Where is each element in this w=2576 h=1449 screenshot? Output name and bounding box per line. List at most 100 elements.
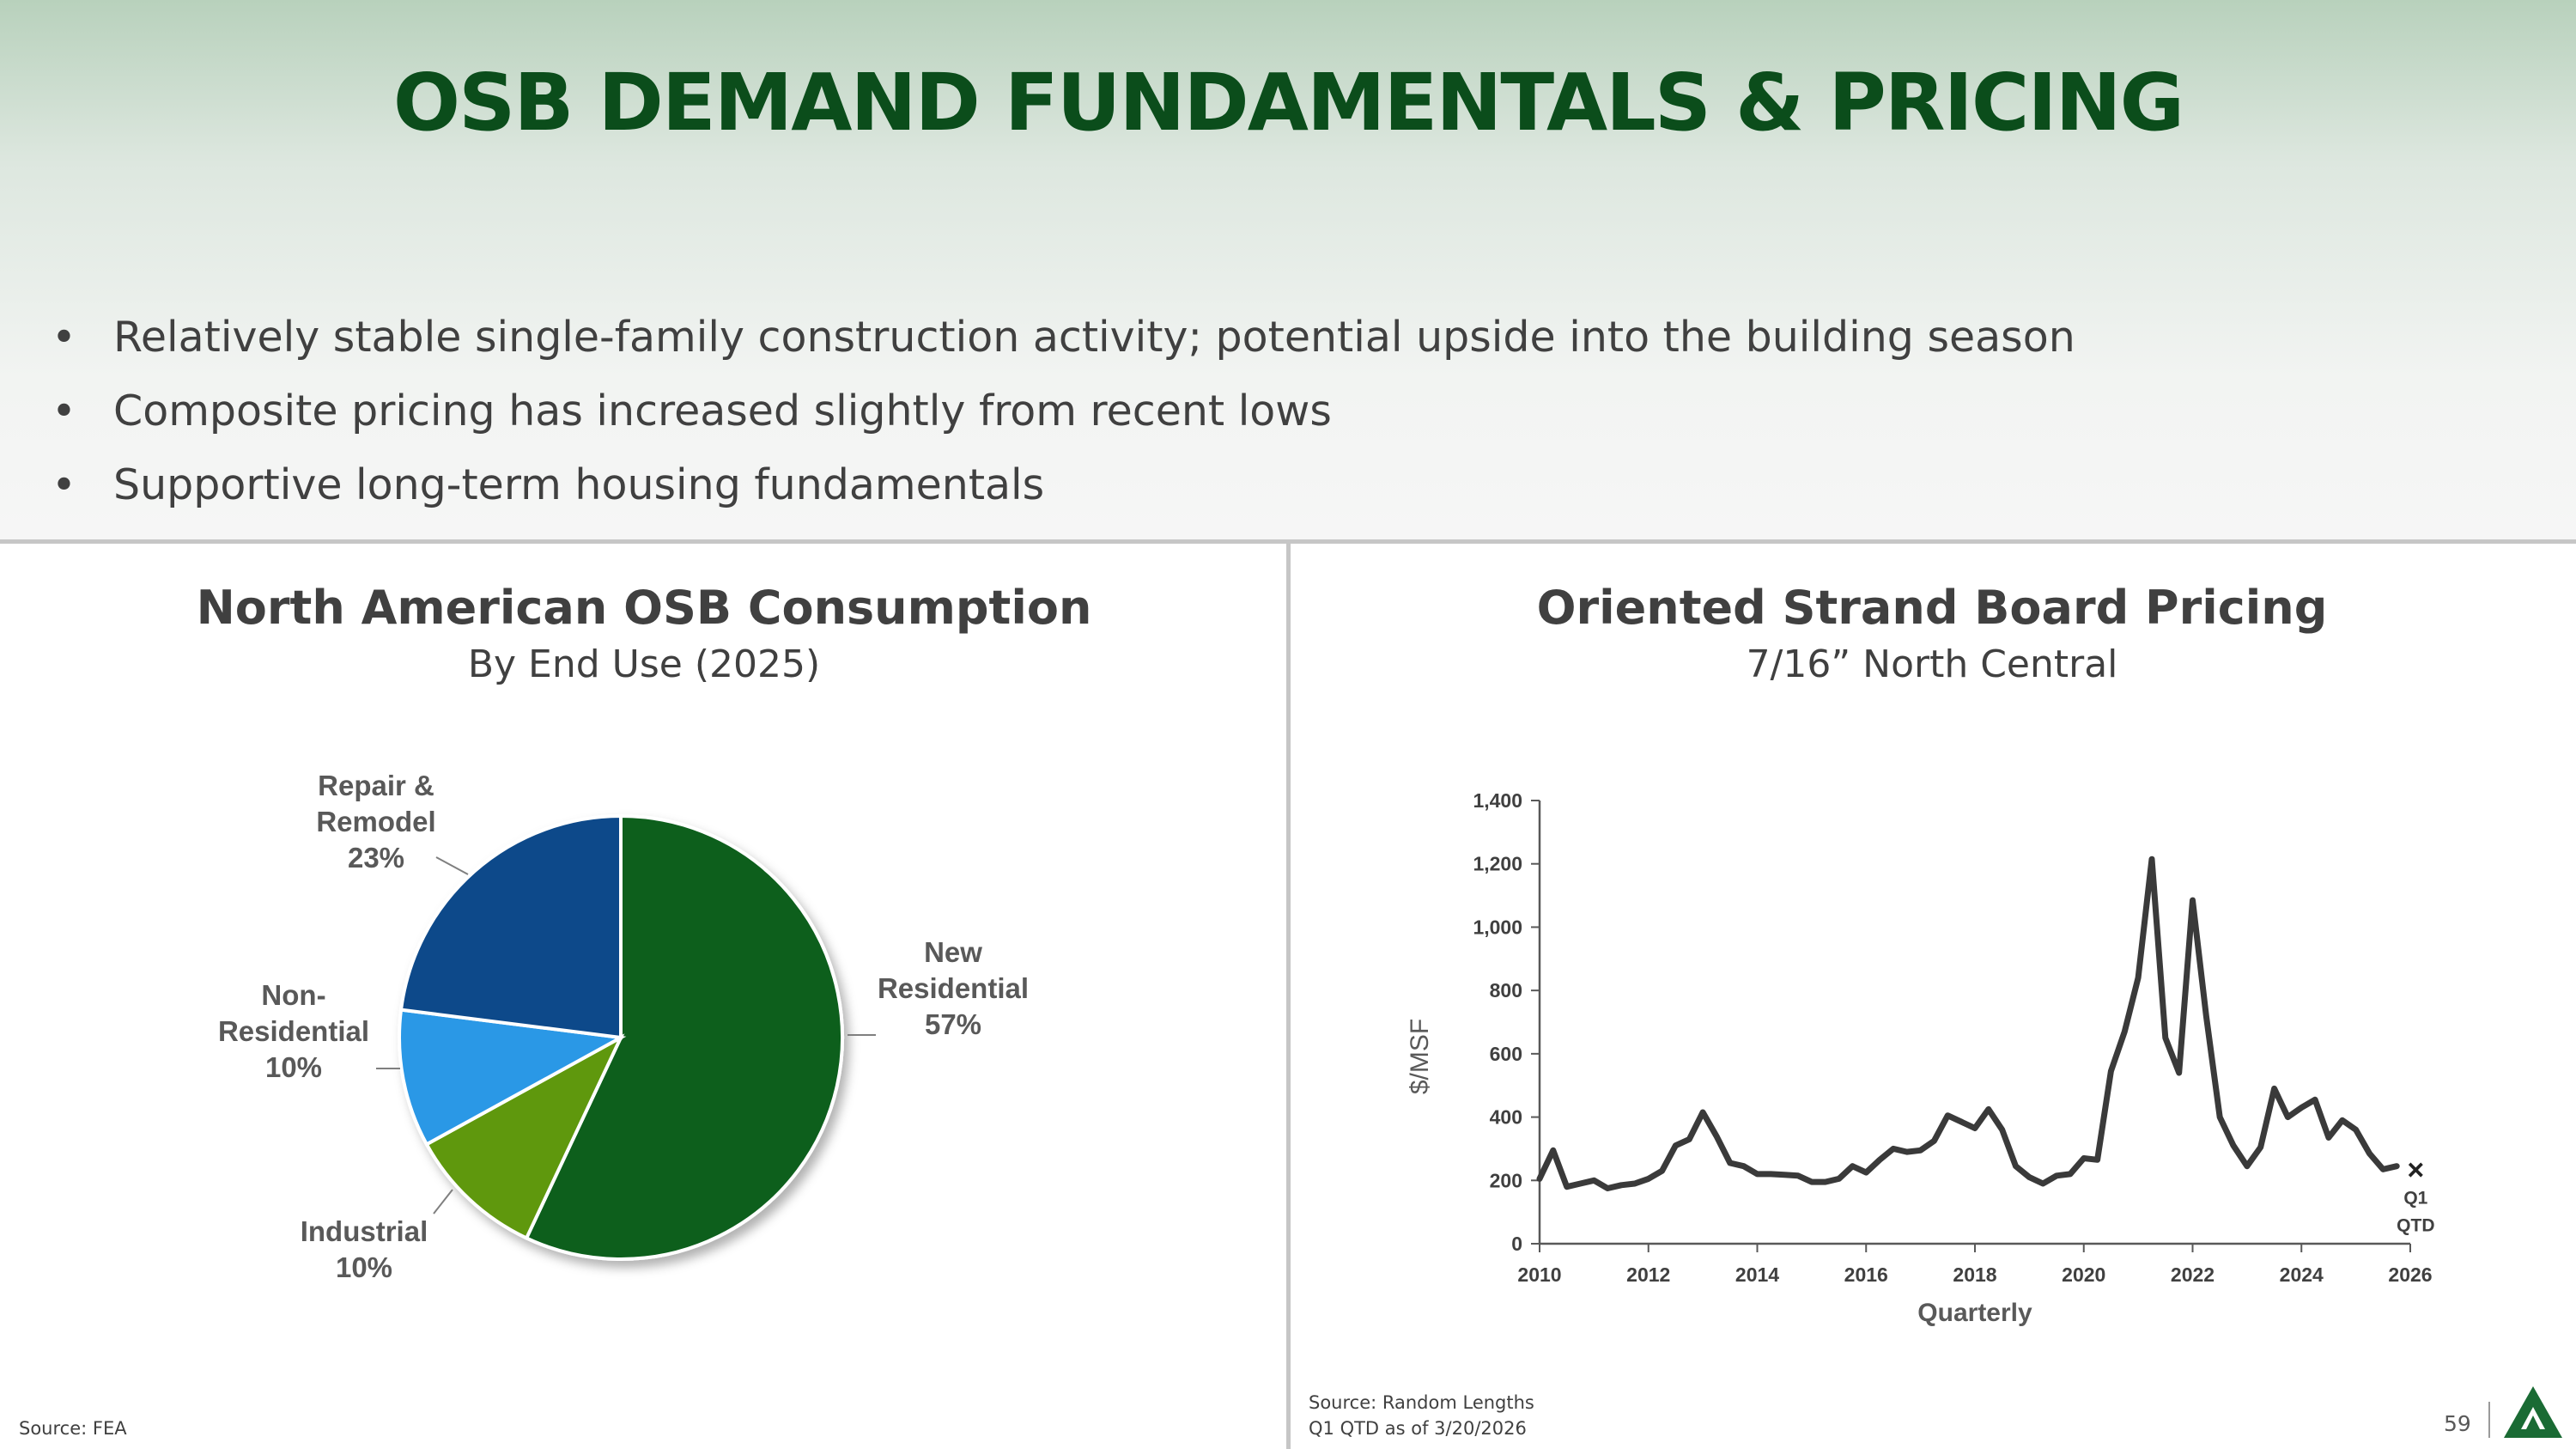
bullet-text: Relatively stable single-family construc… — [113, 313, 2075, 362]
line-chart: 0 200 400 600 800 1,000 1,200 1,400 2010 2012 2014… — [1406, 789, 2435, 1327]
y-tick-label: 200 — [1490, 1169, 1522, 1191]
x-tick-label: 2012 — [1626, 1263, 1670, 1286]
bullet-icon: • — [52, 387, 76, 435]
bullet-item: • Relatively stable single-family constru… — [52, 305, 2075, 379]
bullet-icon: • — [52, 313, 76, 362]
pie-slice-industrial — [424, 1033, 625, 1241]
data-point — [1961, 1122, 1962, 1123]
pie-leader-line — [433, 1189, 453, 1215]
data-point — [1988, 1109, 1989, 1110]
pie-value-label: 10% — [336, 1251, 392, 1283]
data-point — [2369, 1153, 2370, 1154]
data-point — [1607, 1188, 1608, 1189]
x-tick-label: 2024 — [2280, 1263, 2324, 1286]
bullet-text: Composite pricing has increased slightly… — [113, 387, 1332, 435]
line-chart-title: Oriented Strand Board Pricing — [1536, 581, 2328, 635]
data-point — [1594, 1180, 1595, 1181]
data-point — [1552, 1150, 1553, 1151]
x-tick-label: 2022 — [2171, 1263, 2215, 1286]
pie-category-label: Residential — [218, 1015, 369, 1047]
bullet-item: • Supportive long-term housing fundamenta… — [52, 453, 2075, 527]
left-source-note: Source: FEA — [19, 1418, 127, 1439]
x-tick-label: 2018 — [1953, 1263, 1996, 1286]
data-point — [1703, 1112, 1704, 1113]
header-background — [0, 0, 2576, 541]
x-tick-label: 2010 — [1517, 1263, 1561, 1286]
pie-chart-title: North American OSB Consumption — [196, 581, 1092, 635]
x-tick-label: 2014 — [1735, 1263, 1779, 1286]
data-point — [1757, 1173, 1758, 1174]
horizontal-divider — [0, 539, 2576, 544]
triangle-mountain-logo-icon — [2504, 1386, 2562, 1438]
x-tick-label: 2026 — [2388, 1263, 2432, 1286]
data-point — [2178, 1072, 2179, 1073]
y-tick-label: 800 — [1490, 979, 1522, 1002]
data-point — [2301, 1107, 2302, 1108]
data-point — [2069, 1173, 2070, 1174]
data-point — [1675, 1145, 1676, 1146]
data-point — [2355, 1129, 2356, 1130]
q1-qtd-label: Q1 — [2403, 1188, 2427, 1208]
page-number: 59 — [2444, 1411, 2471, 1436]
data-point — [2151, 859, 2152, 860]
data-point — [2383, 1169, 2384, 1170]
q1-qtd-label: QTD — [2397, 1215, 2434, 1235]
x-axis-label: Quarterly — [1917, 1299, 2032, 1327]
data-point — [2083, 1158, 2084, 1159]
pie-category-label: Repair & — [318, 770, 434, 801]
data-point — [2260, 1147, 2261, 1148]
y-tick-label: 600 — [1490, 1043, 1522, 1065]
data-point — [1906, 1152, 1907, 1153]
pie-category-label: Industrial — [301, 1215, 428, 1247]
bullet-item: • Composite pricing has increased slightl… — [52, 379, 2075, 453]
data-point — [2192, 900, 2193, 901]
data-point — [1689, 1139, 1690, 1140]
pie-chart-subtitle: By End Use (2025) — [467, 642, 821, 686]
line-chart-subtitle: 7/16” North Central — [1746, 642, 2118, 686]
vertical-divider — [1286, 544, 1291, 1449]
data-point — [1621, 1184, 1622, 1185]
page-number-separator — [2488, 1402, 2490, 1438]
data-point — [1947, 1115, 1948, 1116]
pie-category-label: Residential — [878, 972, 1029, 1004]
data-point — [1920, 1150, 1921, 1151]
bullet-icon: • — [52, 460, 76, 509]
source-line: Q1 QTD as of 3/20/2026 — [1309, 1418, 1527, 1439]
data-point — [1566, 1186, 1567, 1187]
right-source-note: Source: Random Lengths Q1 QTD as of 3/20… — [1309, 1390, 1534, 1441]
pie-slice-repair-remodel — [398, 813, 623, 1040]
data-point — [2274, 1088, 2275, 1089]
data-point — [1825, 1182, 1826, 1183]
y-tick-label: 1,000 — [1473, 916, 1522, 938]
pie-category-label: New — [924, 936, 982, 968]
pie-category-label: Remodel — [316, 806, 435, 837]
pie-value-label: 23% — [348, 842, 404, 874]
data-point — [2029, 1177, 2030, 1178]
y-tick-label: 1,200 — [1473, 853, 1522, 875]
q1-qtd-marker: × — [2407, 1154, 2424, 1186]
series-line-osb-price — [1536, 855, 2400, 1191]
pie-leader-line — [435, 856, 469, 875]
data-point — [1811, 1182, 1812, 1183]
data-point — [1934, 1141, 1935, 1142]
data-point — [1784, 1174, 1785, 1175]
pie-category-label: Non- — [261, 979, 325, 1011]
data-point — [1580, 1183, 1581, 1184]
source-line: Source: Random Lengths — [1309, 1392, 1534, 1413]
pie-value-label: 10% — [265, 1051, 322, 1083]
data-point — [1648, 1178, 1649, 1179]
y-tick-label: 1,400 — [1473, 789, 1522, 812]
data-point — [2206, 1015, 2207, 1016]
y-tick-label: 0 — [1511, 1233, 1522, 1255]
data-point — [1634, 1183, 1635, 1184]
data-point — [1798, 1175, 1799, 1176]
y-axis-label: $/MSF — [1406, 1019, 1434, 1094]
data-point — [2328, 1137, 2329, 1138]
x-tick-label: 2016 — [1844, 1263, 1888, 1286]
data-point — [2138, 977, 2139, 978]
data-point — [2315, 1099, 2316, 1100]
x-tick-label: 2020 — [2062, 1263, 2105, 1286]
data-point — [1838, 1178, 1839, 1179]
pie-slice-non-residential — [398, 1008, 627, 1148]
page-title: OSB DEMAND FUNDAMENTALS & PRICING — [392, 57, 2184, 149]
